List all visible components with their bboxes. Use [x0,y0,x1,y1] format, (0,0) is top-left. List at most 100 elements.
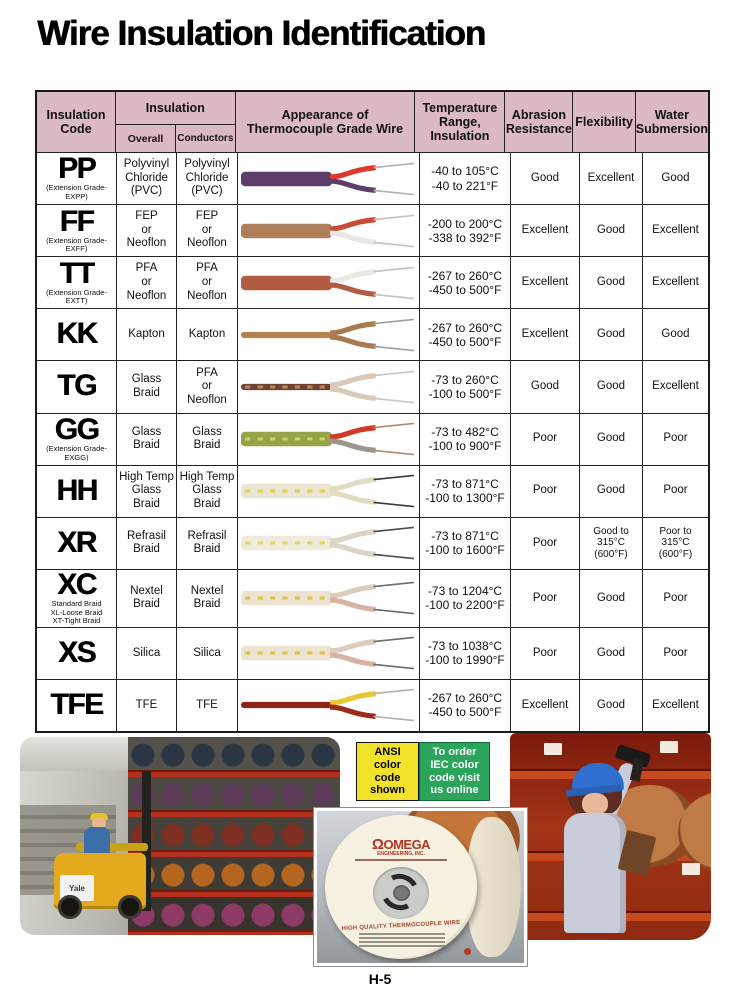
wire-conductor-top [329,425,376,440]
insulation-code-cell: KK [37,309,117,361]
overall-insulation-cell: TFE [117,679,177,731]
wire-conductor-top [329,529,376,544]
wire-tip-bottom [372,241,414,248]
abrasion-resistance-cell: Poor [511,569,580,627]
flexibility-cell: Excellent [580,153,643,205]
wire-conductor-top [329,268,376,284]
conductors-insulation-cell: PFA or Neoflon [177,361,238,413]
conductors-insulation-cell: TFE [177,679,238,731]
table-row: GG (Extension Grade- EXGG) Glass Braid G… [37,412,708,466]
insulation-code-cell: XS [37,627,117,679]
water-submersion-cell: Excellent [652,698,699,711]
temperature-range-cell: -73 to 871°C -100 to 1600°F [420,517,511,569]
overall-insulation-cell: FEP or Neoflon [117,205,177,257]
header-conductors: Conductors [177,133,234,144]
wire-tip-bottom [372,608,414,615]
warehouse-rack [128,737,340,935]
wire-conductor-top [329,639,376,654]
omega-logo: ΩOMEGA [371,836,431,853]
wire-tip-top [372,214,414,221]
insulation-code: TT [59,256,95,290]
wire-tip-top [372,266,414,273]
abrasion-resistance-cell: Good [511,153,580,205]
insulation-code-cell: TFE [37,679,117,731]
header-flexibility: Flexibility [573,92,636,152]
insulation-code: KK [56,317,98,351]
temperature-range-cell: -267 to 260°C -450 to 500°F [420,679,511,731]
rack-label [660,741,678,753]
water-submersion-cell: Poor [663,591,688,604]
spool-hub [373,867,429,919]
header-temperature: Temperature Range, Insulation [415,92,506,152]
wire-appearance-cell [238,465,420,517]
insulation-code: TFE [50,687,104,721]
wire-conductor-bottom [329,230,376,245]
wire-conductor-top [329,373,376,388]
table-body: PP (Extension Grade- EXPP) Polyvinyl Chl… [37,153,708,731]
abrasion-resistance-cell: Excellent [511,679,580,731]
water-submersion-cell: Excellent [652,275,699,288]
wire-appearance-cell [238,627,420,679]
wire-conductor-bottom [329,334,376,349]
wire-illustration [240,266,414,300]
wire-appearance-cell [238,309,420,361]
wire-tip-bottom [372,293,414,300]
insulation-code-sub: (Extension Grade- EXPP) [46,183,107,202]
flexibility-cell: Good [580,679,643,731]
wire-appearance-cell [238,413,420,465]
insulation-code: PP [57,152,97,186]
table-row: PP (Extension Grade- EXPP) Polyvinyl Chl… [37,152,708,206]
wire-illustration [240,636,414,670]
abrasion-resistance-cell: Good [511,361,580,413]
flexibility-cell: Good [580,361,643,413]
wire-appearance-cell [238,569,420,627]
header-insulation: Insulation [116,92,235,125]
table-row: KK Kapton Kapton -267 to 260°C -450 to 5… [37,309,708,362]
flexibility-cell: Good [580,569,643,627]
table-row: XS Silica Silica -73 to 1038°C -100 to 1… [37,627,708,680]
flexibility-cell: Good to 315°C (600°F) [580,517,643,569]
table-row: XC Standard Braid XL-Loose Braid XT-Tigh… [37,569,708,628]
insulation-code: GG [54,412,100,446]
overall-insulation-cell: High Temp Glass Braid [117,465,177,517]
insulation-code-cell: TG [37,361,117,413]
wire-conductor-bottom [329,490,376,506]
wire-jacket-thin [240,331,332,338]
ansi-color-code-callout: ANSI color code shown [356,742,419,801]
wire-illustration [240,214,414,248]
flexibility-cell: Good [580,205,643,257]
wire-conductor-bottom [329,542,376,558]
conductors-insulation-cell: PFA or Neoflon [177,257,238,309]
abrasion-resistance-cell: Excellent [511,309,580,361]
insulation-code: XS [57,635,97,669]
forklift-wheel [58,895,82,919]
table-header: Insulation Code Insulation Overall Condu… [37,92,708,153]
header-water: Water Submersion [635,108,708,136]
overall-insulation-cell: Refrasil Braid [117,517,177,569]
wire-jacket-thin [240,702,332,709]
insulation-code: FF [59,204,95,238]
abrasion-resistance-cell: Excellent [511,257,580,309]
abrasion-resistance-cell: Poor [511,465,580,517]
table-row: TT (Extension Grade- EXTT) PFA or Neoflo… [37,256,708,310]
worker-photo [510,733,711,940]
table-row: FF (Extension Grade- EXFF) FEP or Neoflo… [37,204,708,258]
wire-conductor-bottom [329,704,376,720]
water-submersion-cell: Excellent [652,223,699,236]
temperature-range-cell: -73 to 871°C -100 to 1300°F [420,465,511,517]
spool-arc-text: HIGH QUALITY THERMOCOUPLE WIRE [341,919,461,933]
wire-appearance-cell [238,517,420,569]
wire-illustration [240,526,414,560]
wire-appearance-cell [238,361,420,413]
rack-label [544,743,562,755]
header-abrasion: Abrasion Resistance [505,92,574,152]
temperature-range-cell: -267 to 260°C -450 to 500°F [420,257,511,309]
thermocouple-wire-spool-photo: ΩOMEGA ENGINEERING, INC. HIGH QUALITY TH… [313,807,528,967]
forklift: Yale [46,771,176,921]
iec-color-code-callout: To order IEC color code visit us online [419,742,490,801]
temperature-range-cell: -73 to 482°C -100 to 900°F [420,413,511,465]
wire-conductor-top [329,691,376,706]
table-row: XR Refrasil Braid Refrasil Braid -73 to … [37,517,708,570]
wire-conductor-bottom [329,597,376,613]
water-submersion-cell: Poor [663,484,688,497]
